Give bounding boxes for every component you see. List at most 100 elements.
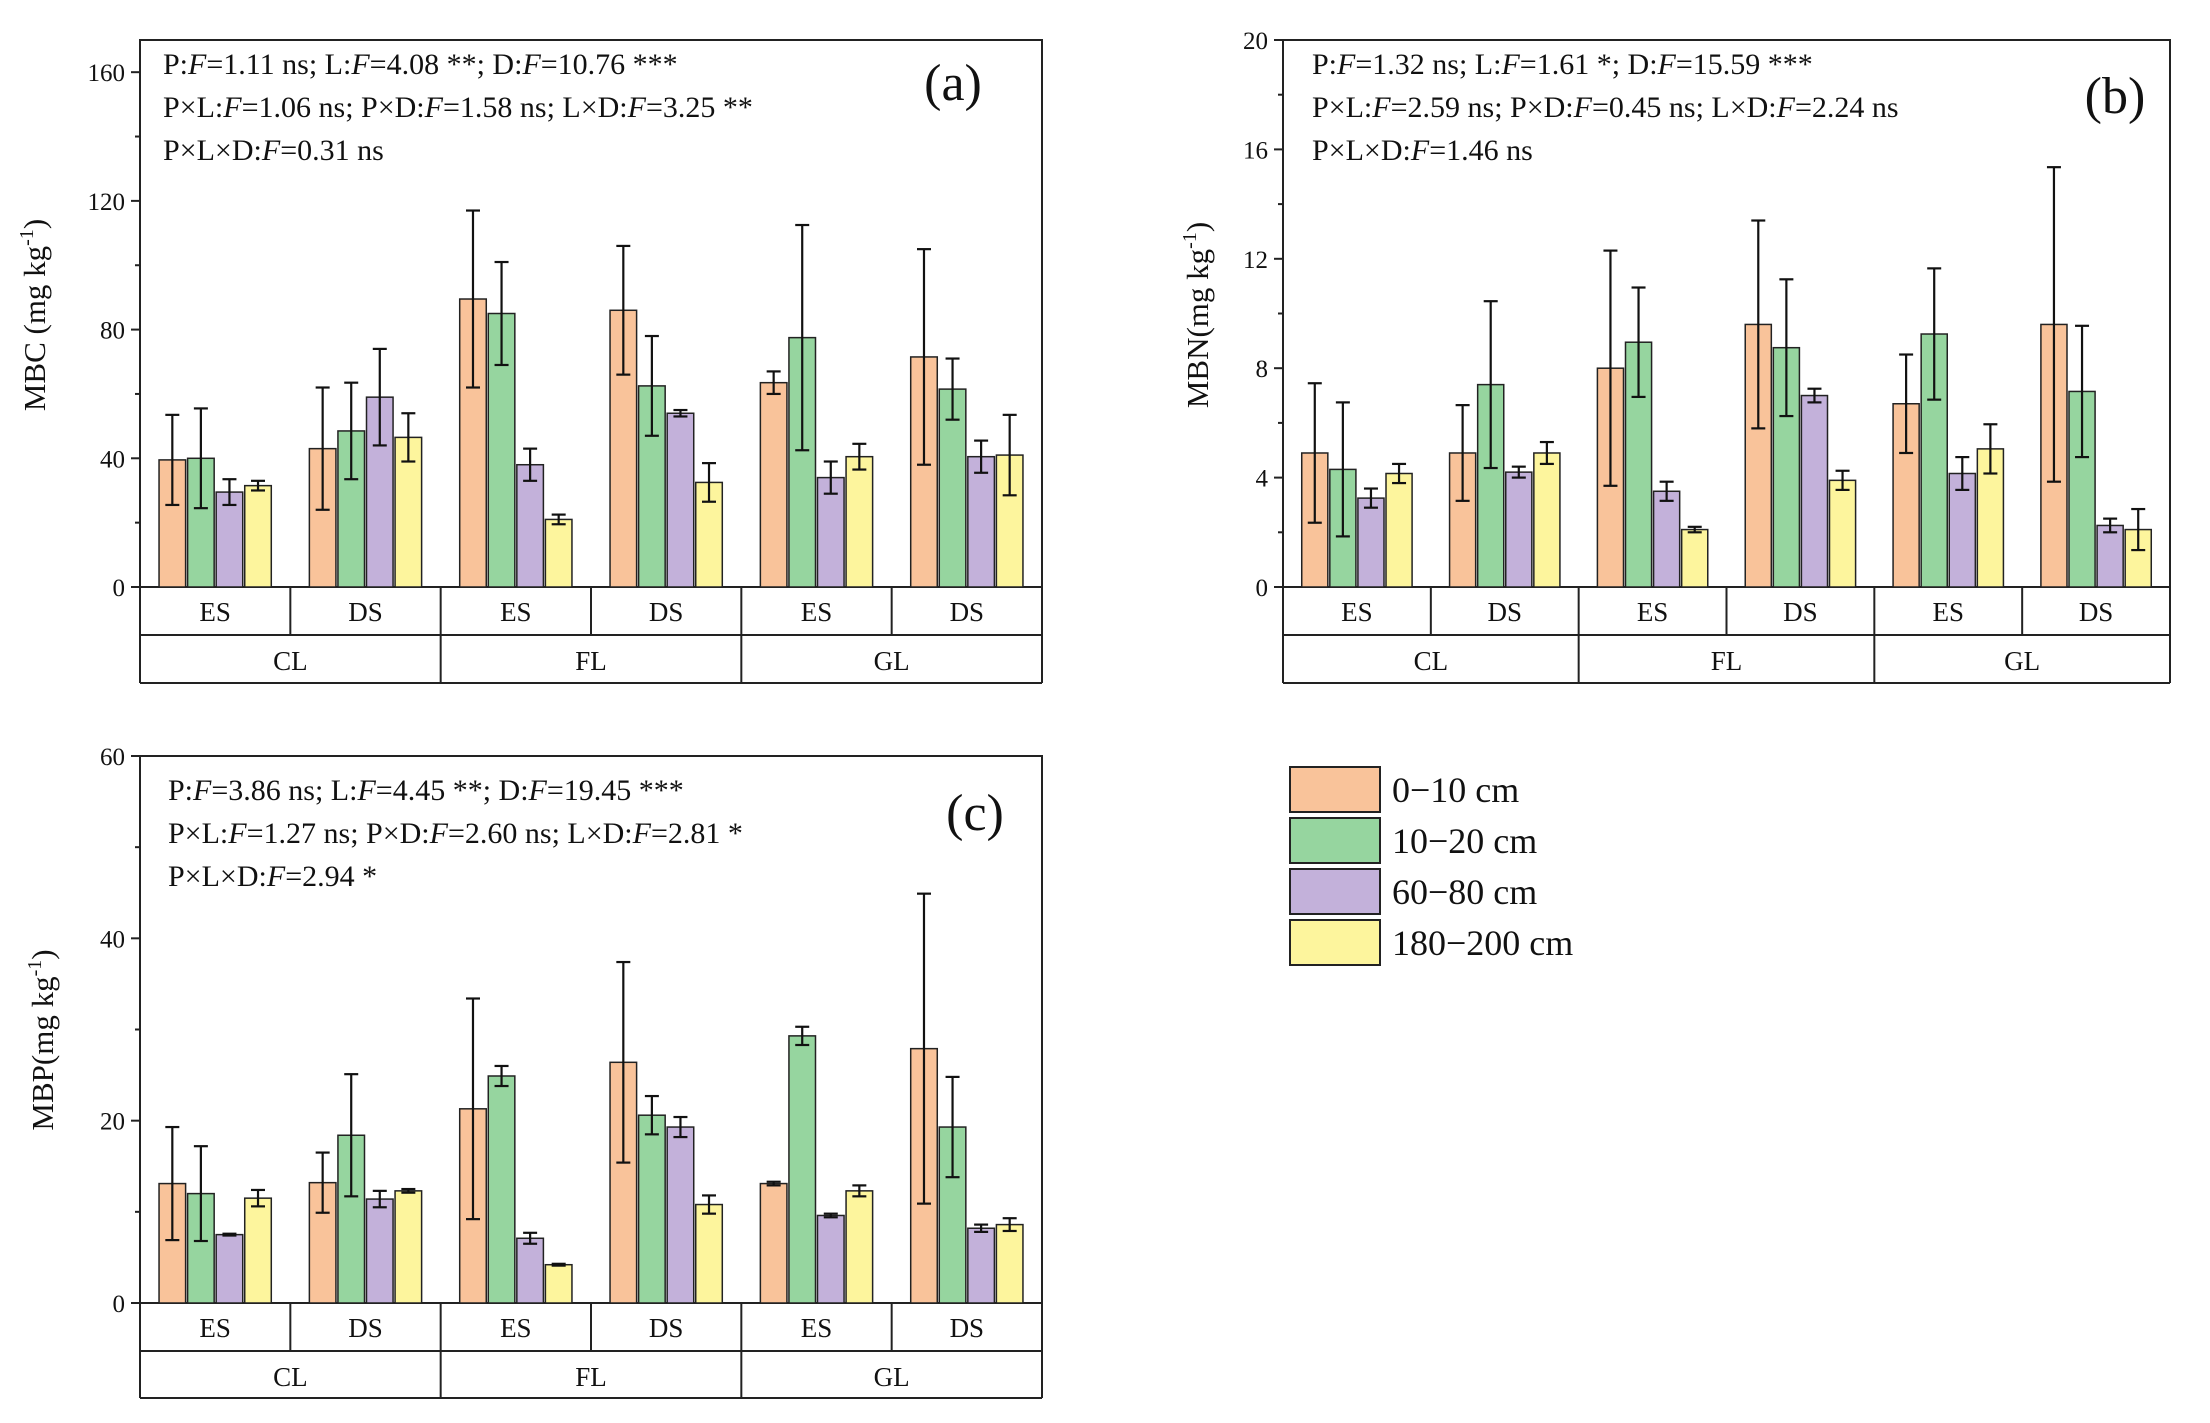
bar (215, 491, 244, 588)
bar (938, 1126, 967, 1304)
bar (243, 484, 273, 588)
stats-line: P×L×D:F=1.46 ns (1312, 134, 1533, 167)
stats-segment: P: (1312, 48, 1337, 81)
season-label: ES (500, 1313, 532, 1343)
stats-segment: =10.76 *** (541, 48, 678, 81)
season-label: ES (1341, 597, 1373, 627)
y-axis-title-end: ) (25, 949, 60, 959)
stats-segment: =1.32 ns; L: (1355, 48, 1501, 81)
panel-label: (b) (2085, 68, 2146, 125)
panel-label: (c) (946, 785, 1004, 842)
stats-segment: P×L×D: (163, 134, 262, 167)
landuse-label: GL (2004, 646, 2040, 676)
y-tick-label: 12 (1243, 247, 1268, 274)
y-axis-title: MBC (mg kg-1) (16, 219, 52, 411)
stats-segment: P: (163, 48, 188, 81)
y-axis-title: MBP(mg kg-1) (24, 949, 60, 1130)
bar (1800, 394, 1829, 588)
bar (337, 1134, 366, 1304)
season-label: DS (2079, 597, 2114, 627)
y-tick-label: 160 (88, 60, 126, 87)
legend-label: 0−10 cm (1392, 770, 1519, 810)
stats-segment: F (222, 91, 242, 124)
stats-segment: =4.08 **; D: (370, 48, 523, 81)
stats-segment: P×L: (1312, 91, 1372, 124)
y-axis-title-main: MBP(mg kg (25, 976, 60, 1130)
season-label: ES (801, 1313, 833, 1343)
stats-segment: F (1410, 134, 1430, 167)
y-tick-label: 4 (1256, 466, 1269, 493)
bar (1652, 490, 1681, 588)
stats-line: P×L×D:F=0.31 ns (163, 134, 384, 167)
landuse-label: GL (874, 646, 910, 676)
y-tick-label: 0 (113, 1291, 126, 1318)
stats-segment: =1.06 ns; P×D: (242, 91, 425, 124)
stats-segment: P×L: (168, 817, 228, 850)
bar (1828, 479, 1857, 588)
stats-segment: =1.61 *; D: (1520, 48, 1658, 81)
stats-segment: =1.11 ns; L: (206, 48, 351, 81)
stats-segment: =2.81 * (651, 817, 743, 850)
bar (1533, 452, 1561, 588)
y-tick-label: 0 (1256, 575, 1269, 602)
bar (845, 455, 874, 588)
bar (967, 455, 996, 588)
landuse-label: GL (874, 1362, 910, 1392)
y-axis-title-main: MBC (mg kg (17, 246, 52, 411)
landuse-label: FL (575, 1362, 607, 1392)
y-axis-title: MBN(mg kg-1) (1179, 222, 1215, 408)
bar (544, 1263, 573, 1304)
bar (243, 1197, 273, 1304)
stats-segment: F (356, 774, 376, 807)
y-tick-label: 80 (100, 318, 125, 345)
bar (1505, 471, 1533, 588)
season-label: DS (950, 597, 985, 627)
bar (1385, 472, 1413, 588)
stats-segment: F (227, 817, 247, 850)
stats-segment: P×L×D: (168, 860, 267, 893)
bar (215, 1233, 244, 1304)
stats-line: P:F=1.11 ns; L:F=4.08 **; D:F=10.76 *** (163, 48, 678, 81)
legend-swatch (1289, 766, 1381, 813)
stats-segment: =2.59 ns; P×D: (1391, 91, 1574, 124)
stats-segment: =3.25 ** (646, 91, 753, 124)
stats-line: P×L:F=1.27 ns; P×D:F=2.60 ns; L×D:F=2.81… (168, 817, 743, 850)
season-label: ES (199, 1313, 231, 1343)
stats-segment: F (266, 860, 286, 893)
stats-segment: =3.86 ns; L: (211, 774, 357, 807)
season-label: DS (649, 1313, 684, 1343)
bar (637, 1114, 666, 1304)
legend-swatch (1289, 817, 1381, 864)
y-tick-label: 16 (1243, 137, 1268, 164)
stats-segment: F (1500, 48, 1520, 81)
stats-segment: F (350, 48, 370, 81)
y-tick-label: 40 (100, 446, 125, 473)
bar (544, 518, 573, 588)
bar (666, 1126, 695, 1304)
y-axis-title-sup: -1 (16, 229, 38, 246)
season-label: ES (1637, 597, 1669, 627)
bar (816, 1214, 845, 1304)
legend-swatch (1289, 919, 1381, 966)
legend-label: 180−200 cm (1392, 923, 1573, 963)
y-tick-label: 8 (1256, 356, 1269, 383)
chart-panel-b: 0 4 8 12 16 20 MBN(mg kg-1) ES DS ES DS ES DS CL FL GL P… (1179, 28, 2171, 684)
stats-segment: F (424, 91, 444, 124)
stats-segment: =19.45 *** (547, 774, 684, 807)
landuse-label: FL (1711, 646, 1743, 676)
stats-segment: F (632, 817, 652, 850)
stats-segment: F (1657, 48, 1677, 81)
stats-segment: =1.27 ns; P×D: (247, 817, 430, 850)
y-axis-title-main: MBN(mg kg (1180, 249, 1215, 408)
bar (487, 1075, 516, 1304)
stats-segment: P×L×D: (1312, 134, 1411, 167)
y-axis-title-end: ) (1180, 222, 1215, 232)
landuse-label: CL (1414, 646, 1449, 676)
stats-segment: =15.59 *** (1676, 48, 1813, 81)
legend: 0−10 cm 10−20 cm 60−80 cm 180−200 cm (1289, 766, 1573, 966)
season-label: ES (801, 597, 833, 627)
bar (1357, 497, 1385, 588)
bar (788, 1035, 817, 1304)
bar (938, 388, 967, 588)
